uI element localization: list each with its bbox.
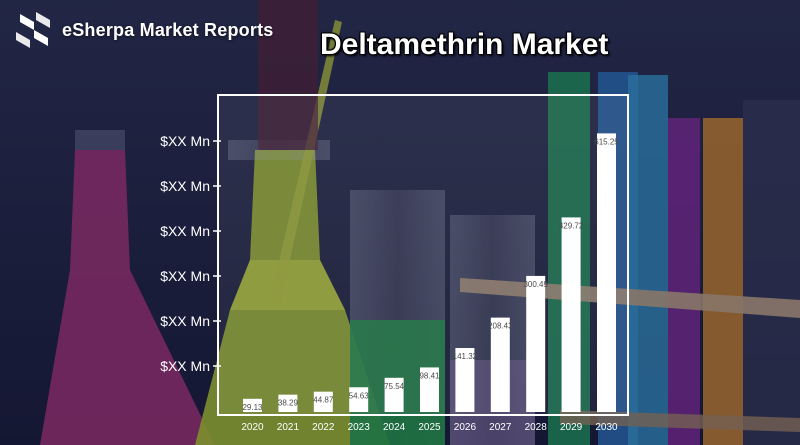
esherpa-logo-icon [16,12,50,48]
data-label-2029: 429.72 [559,221,584,230]
x-tick-2027: 2027 [489,422,512,433]
x-tick-2023: 2023 [348,422,371,433]
x-tick-2030: 2030 [595,422,618,433]
data-label-2030: 615.25 [594,137,619,146]
x-tick-2020: 2020 [241,422,264,433]
bar-2022 [313,391,333,412]
bar-2025 [420,367,439,412]
bar-2023 [349,387,369,412]
plot-area [218,95,628,415]
bar-2027 [490,317,510,412]
brand-logo[interactable]: eSherpa Market Reports [10,8,273,52]
bar-2020 [243,398,262,412]
bar-2029 [561,217,581,412]
bar-2030 [597,133,616,412]
bar-2021 [278,394,298,412]
x-axis-ticks: 2020 2021 2022 2023 2024 2025 2026 2027 2028 2029… [241,422,618,433]
chart-title: Deltamethrin Market [320,28,609,61]
x-tick-2021: 2021 [277,422,300,433]
y-tick-label: $XX Mn [160,268,210,284]
y-tick-label: $XX Mn [160,358,210,374]
data-label-2020: 29.13 [242,403,263,412]
y-tick-label: $XX Mn [160,313,210,329]
data-label-2023: 54.63 [349,391,370,400]
x-tick-2026: 2026 [454,422,477,433]
x-tick-2024: 2024 [383,422,406,433]
data-label-2021: 38.29 [278,399,299,408]
bar-2026 [455,348,475,412]
bars [243,133,616,412]
data-label-2024: 75.54 [384,382,405,391]
y-tick-label: $XX Mn [160,133,210,149]
data-label-2026: 141.32 [453,352,478,361]
data-label-2028: 300.49 [523,280,548,289]
chart-frame [217,94,629,416]
bar-2028 [526,275,546,412]
y-tick-label: $XX Mn [160,223,210,239]
x-tick-2025: 2025 [418,422,441,433]
x-tick-2028: 2028 [525,422,548,433]
y-axis-ticks: $XX Mn $XX Mn $XX Mn $XX Mn $XX Mn $XX Mn [160,133,221,374]
data-label-2027: 208.43 [488,322,513,331]
bar-2024 [384,377,404,412]
data-label-2022: 44.87 [313,396,334,405]
x-tick-2022: 2022 [312,422,335,433]
brand-name: eSherpa Market Reports [62,19,274,40]
x-tick-2029: 2029 [560,422,583,433]
data-label-2025: 98.41 [419,371,440,380]
data-labels: 29.13 38.29 44.87 54.63 75.54 98.41 141.32 208.… [242,137,619,411]
y-tick-label: $XX Mn [160,178,210,194]
